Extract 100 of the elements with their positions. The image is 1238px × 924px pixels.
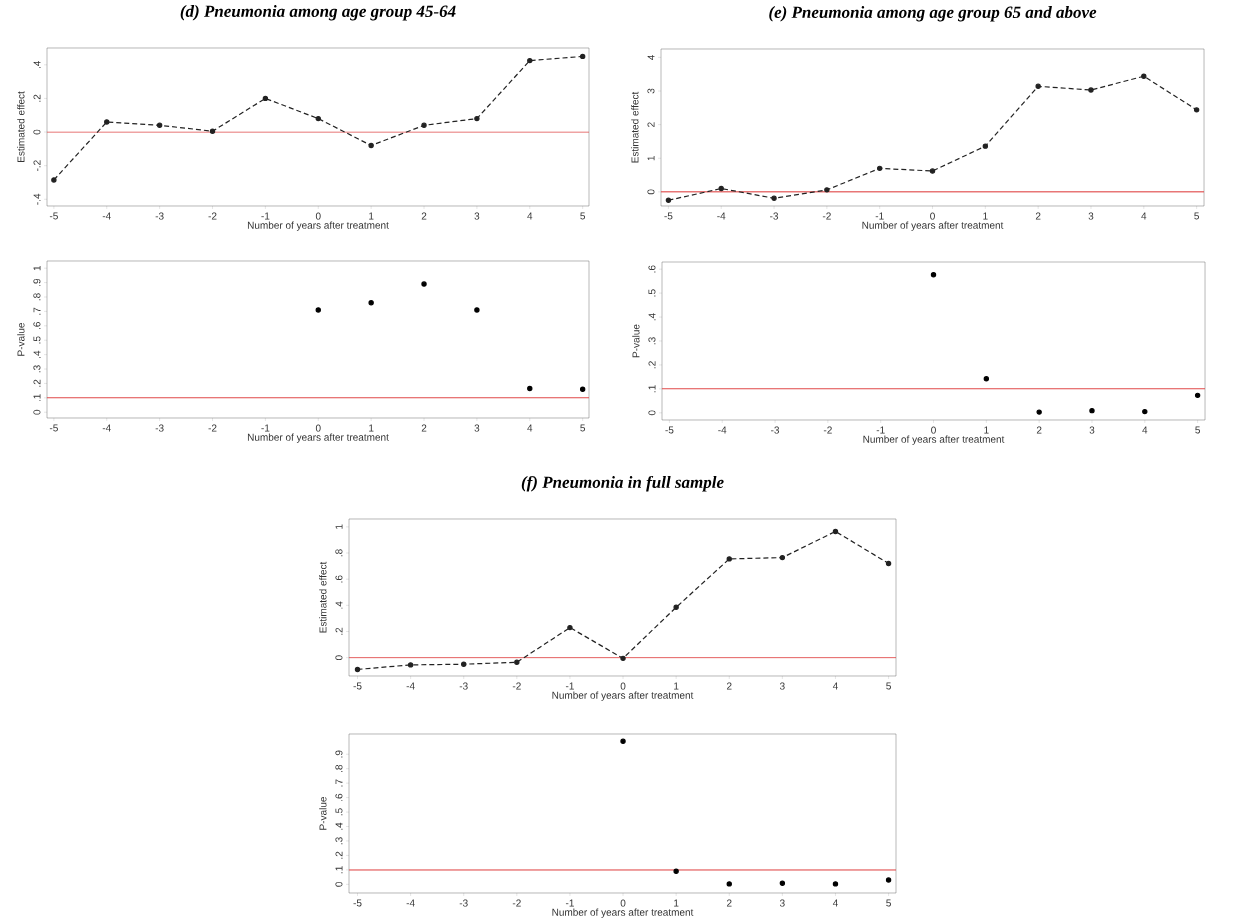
x-tick-label: 2: [421, 212, 427, 220]
x-axis-title: Number of years after treatment: [247, 221, 389, 231]
point: [567, 624, 573, 631]
x-tick-label: 5: [886, 682, 891, 690]
x-tick-label: -5: [664, 212, 673, 220]
x-tick-label: 1: [983, 212, 988, 220]
y-tick-label: 4: [647, 54, 655, 60]
y-axis-title: P-value: [319, 797, 327, 830]
y-tick-label: .4: [33, 60, 41, 69]
point: [929, 168, 936, 174]
y-tick-label: 1: [33, 265, 41, 271]
chart-title: (f) Pneumonia in full sample: [521, 475, 724, 492]
y-tick-label: .6: [33, 322, 41, 330]
x-axis-title: Number of years after treatment: [552, 691, 694, 701]
point: [982, 143, 989, 149]
point: [527, 57, 533, 64]
y-tick-label: 0: [33, 129, 41, 135]
x-tick-label: -3: [770, 212, 779, 220]
point: [104, 119, 110, 125]
x-tick-label: -2: [823, 426, 832, 434]
x-tick-label: 2: [1035, 212, 1041, 220]
x-tick-label: 0: [931, 426, 936, 434]
point: [1088, 87, 1094, 93]
point: [718, 185, 724, 192]
point: [315, 115, 321, 122]
y-tick-label: .8: [335, 764, 343, 772]
x-tick-label: 3: [1089, 426, 1095, 434]
y-tick-label: .8: [33, 293, 41, 301]
x-tick-label: -2: [208, 424, 217, 432]
x-tick-label: -3: [459, 682, 468, 690]
point: [579, 386, 586, 392]
x-tick-label: 3: [779, 899, 785, 907]
x-tick-label: -5: [353, 899, 362, 907]
x-tick-label: -3: [155, 424, 164, 432]
y-axis-title: Estimated effect: [631, 91, 639, 163]
x-tick-label: -5: [49, 424, 58, 432]
x-tick-label: 5: [1195, 426, 1200, 434]
y-tick-label: 0: [335, 881, 343, 887]
point: [1035, 83, 1041, 90]
point: [51, 177, 57, 183]
y-tick-label: .5: [33, 336, 41, 344]
x-tick-label: -1: [565, 899, 574, 907]
x-axis-title: Number of years after treatment: [247, 433, 389, 443]
x-tick-label: -2: [512, 682, 521, 690]
x-tick-label: 1: [369, 424, 374, 432]
y-tick-label: .6: [335, 575, 343, 583]
point: [665, 197, 672, 203]
y-tick-label: .8: [335, 549, 343, 557]
y-tick-label: .2: [33, 379, 41, 387]
x-tick-label: -1: [875, 212, 884, 220]
point: [474, 307, 480, 313]
y-tick-label: .5: [335, 808, 343, 816]
point: [514, 659, 520, 665]
y-tick-label: .2: [335, 627, 343, 635]
y-tick-label: .2: [335, 851, 343, 859]
x-tick-label: -1: [876, 426, 885, 434]
x-tick-label: 4: [832, 899, 838, 907]
x-tick-label: 0: [315, 212, 321, 220]
point: [673, 868, 679, 875]
y-tick-label: 0: [648, 410, 656, 416]
x-tick-label: 0: [930, 212, 935, 220]
y-tick-label: .2: [33, 94, 41, 102]
point: [983, 376, 990, 382]
point: [673, 604, 679, 611]
point: [1141, 73, 1147, 79]
y-tick-label: .4: [335, 822, 343, 830]
y-tick-label: .1: [335, 866, 343, 874]
x-tick-label: 0: [315, 424, 321, 432]
x-tick-label: 5: [580, 212, 586, 220]
x-tick-label: -1: [261, 212, 270, 220]
x-tick-label: -1: [261, 424, 270, 432]
y-tick-label: .7: [33, 307, 41, 315]
x-tick-label: 5: [886, 899, 891, 907]
x-axis-title: Number of years after treatment: [862, 221, 1004, 231]
y-tick-label: .1: [33, 394, 41, 402]
y-tick-label: 2: [647, 122, 655, 127]
x-tick-label: -3: [771, 426, 780, 434]
chart-title: (e) Pneumonia among age group 65 and above: [769, 6, 1097, 22]
y-tick-label: .4: [335, 601, 343, 609]
x-tick-label: -4: [717, 212, 726, 220]
point: [527, 385, 533, 392]
y-tick-label: .3: [648, 337, 656, 345]
y-tick-label: -.4: [33, 193, 41, 205]
point: [421, 281, 427, 287]
point: [771, 195, 777, 201]
point: [876, 165, 883, 172]
point: [779, 880, 786, 887]
y-tick-label: .6: [335, 793, 343, 801]
point: [1193, 107, 1200, 113]
x-tick-label: 3: [474, 212, 480, 220]
x-tick-label: -5: [49, 212, 58, 220]
y-tick-label: .9: [33, 278, 41, 286]
x-tick-label: 4: [527, 212, 533, 220]
x-tick-label: 1: [674, 682, 679, 690]
x-tick-label: -3: [459, 899, 468, 907]
point: [262, 95, 269, 102]
point: [368, 300, 374, 306]
y-tick-label: .7: [335, 779, 343, 787]
y-tick-label: 1: [647, 155, 655, 161]
x-tick-label: 5: [580, 424, 586, 432]
